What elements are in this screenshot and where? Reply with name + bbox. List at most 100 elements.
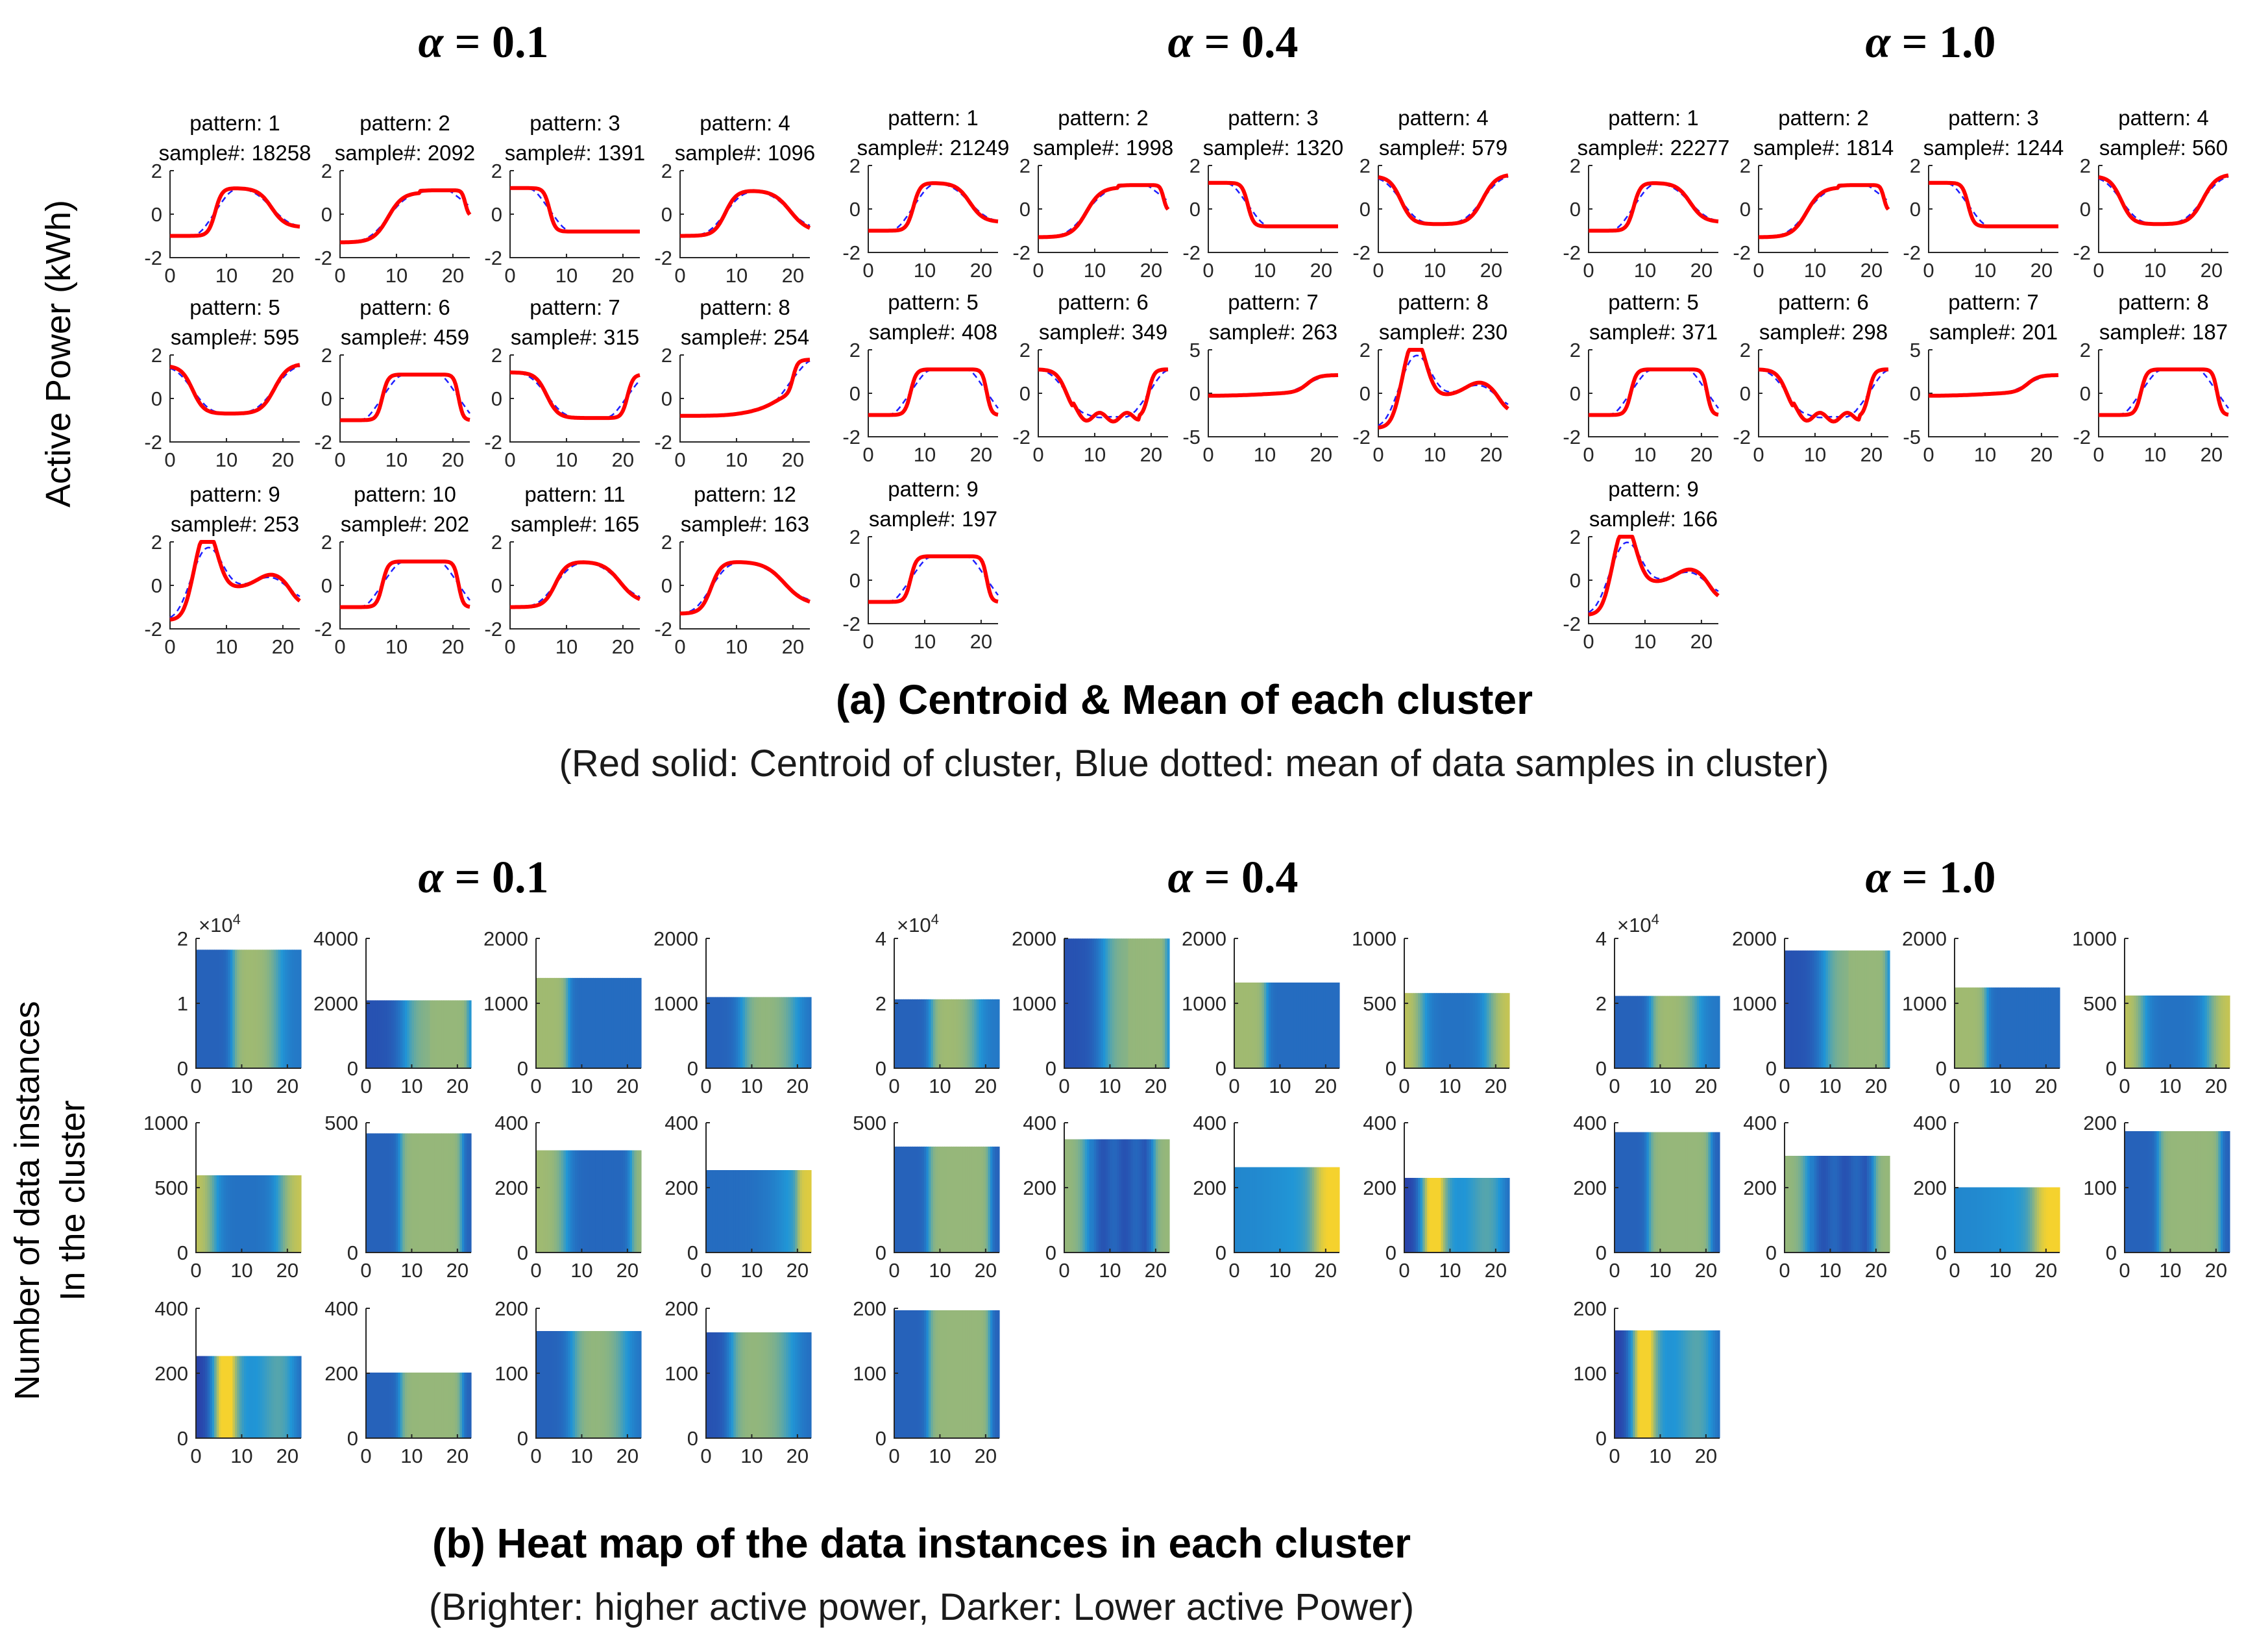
x-tick-label: 20 bbox=[612, 635, 634, 658]
pattern-title: pattern: 9 bbox=[1608, 477, 1698, 501]
y-exponent-label: ×104 bbox=[897, 911, 939, 936]
heat-band bbox=[568, 1331, 571, 1438]
heat-band bbox=[593, 977, 596, 1068]
heat-band bbox=[2055, 1187, 2058, 1253]
heat-band bbox=[1663, 1132, 1666, 1253]
axis-lines bbox=[339, 171, 470, 258]
y-tick-label: -2 bbox=[1352, 426, 1371, 448]
heat-band bbox=[556, 1150, 559, 1253]
mean-line bbox=[340, 373, 470, 421]
heat-band bbox=[219, 949, 222, 1068]
heat-band bbox=[1701, 1132, 1704, 1253]
heat-band bbox=[953, 1310, 957, 1438]
heat-band bbox=[754, 1332, 757, 1438]
heat-band bbox=[1696, 1132, 1700, 1253]
heat-band bbox=[565, 977, 568, 1068]
heat-band bbox=[786, 1170, 789, 1253]
heat-band bbox=[792, 1332, 796, 1438]
heat-band bbox=[2140, 1131, 2143, 1253]
heat-band bbox=[2182, 996, 2185, 1068]
heat-band bbox=[1248, 1167, 1251, 1253]
heat-band bbox=[772, 1170, 775, 1253]
y-tick-label: 100 bbox=[853, 1362, 886, 1385]
heat-band bbox=[289, 1175, 293, 1253]
heat-band bbox=[2215, 996, 2219, 1068]
heat-band bbox=[366, 1000, 369, 1068]
heat-band bbox=[1657, 996, 1661, 1068]
heat-band bbox=[1500, 993, 1503, 1068]
heat-band bbox=[926, 1310, 929, 1438]
heat-band bbox=[1441, 993, 1444, 1068]
axis-lines bbox=[1038, 165, 1168, 253]
x-tick-label: 20 bbox=[1865, 1075, 1887, 1097]
heat-band bbox=[2050, 1187, 2053, 1253]
heat-band bbox=[639, 977, 642, 1068]
centroid-line bbox=[868, 554, 999, 604]
heat-band bbox=[765, 997, 768, 1068]
y-tick-label: 0 bbox=[849, 569, 860, 592]
heat-band bbox=[956, 1310, 959, 1438]
heat-band bbox=[1835, 1156, 1838, 1253]
heat-band bbox=[1619, 1132, 1622, 1253]
heat-band bbox=[2206, 996, 2210, 1068]
alpha-heading-a-1: α = 0.1 bbox=[418, 18, 548, 67]
heat-band bbox=[713, 1170, 716, 1253]
heat-band bbox=[2003, 1187, 2006, 1253]
y-tick-label: 2 bbox=[1740, 154, 1751, 177]
heat-band bbox=[1800, 1156, 1803, 1253]
x-tick-label: 10 bbox=[570, 1259, 592, 1282]
heat-band bbox=[1075, 938, 1079, 1068]
heat-band bbox=[260, 1356, 263, 1438]
heat-band bbox=[1466, 1178, 1469, 1253]
y-tick-label: 2 bbox=[321, 531, 332, 554]
x-tick-label: 20 bbox=[975, 1445, 997, 1467]
heat-band bbox=[1660, 1330, 1663, 1438]
heat-band bbox=[616, 1331, 619, 1438]
heat-band bbox=[1827, 1156, 1831, 1253]
heat-band bbox=[631, 977, 635, 1068]
heat-band bbox=[2053, 1187, 2056, 1253]
heat-band bbox=[1637, 996, 1640, 1068]
heat-band bbox=[809, 1332, 812, 1438]
heat-band bbox=[559, 977, 562, 1068]
heat-band bbox=[439, 1000, 442, 1068]
x-tick-label: 20 bbox=[1860, 259, 1883, 282]
y-tick-label: 1000 bbox=[143, 1112, 188, 1134]
heat-band bbox=[1973, 1187, 1976, 1253]
centroid-line bbox=[1588, 181, 1719, 233]
pattern-title: pattern: 3 bbox=[530, 111, 620, 135]
heat-band bbox=[269, 949, 272, 1068]
heat-band bbox=[1794, 950, 1797, 1068]
heat-band bbox=[1855, 950, 1859, 1068]
y-tick-label: 2 bbox=[1019, 154, 1030, 177]
heat-band bbox=[1502, 1178, 1506, 1253]
x-tick-label: 10 bbox=[740, 1259, 762, 1282]
heat-band bbox=[1984, 1187, 1987, 1253]
heat-band bbox=[1667, 1132, 1670, 1253]
heat-band bbox=[246, 1175, 249, 1253]
heat-band bbox=[1165, 938, 1168, 1068]
axis-lines bbox=[509, 355, 640, 443]
heat-band bbox=[1651, 996, 1654, 1068]
heat-band bbox=[294, 1175, 297, 1253]
heat-band bbox=[788, 1332, 791, 1438]
heat-band bbox=[763, 997, 766, 1068]
heat-band bbox=[1415, 1178, 1419, 1253]
heat-band bbox=[903, 999, 907, 1068]
heat-band bbox=[556, 977, 559, 1068]
heat-band bbox=[779, 997, 782, 1068]
heat-band bbox=[629, 977, 633, 1068]
heat-band bbox=[910, 1310, 913, 1438]
x-tick-label: 10 bbox=[230, 1075, 252, 1097]
heat-band bbox=[280, 949, 284, 1068]
heat-band bbox=[1642, 996, 1645, 1068]
heat-band bbox=[1986, 1187, 1990, 1253]
mean-line bbox=[169, 546, 300, 618]
y-tick-label: -2 bbox=[2073, 426, 2091, 448]
heat-band bbox=[1816, 1156, 1820, 1253]
pattern-title: pattern: 5 bbox=[1608, 290, 1698, 314]
heat-band bbox=[613, 1331, 616, 1438]
x-tick-label: 10 bbox=[1634, 630, 1656, 653]
heat-band bbox=[411, 1133, 415, 1253]
